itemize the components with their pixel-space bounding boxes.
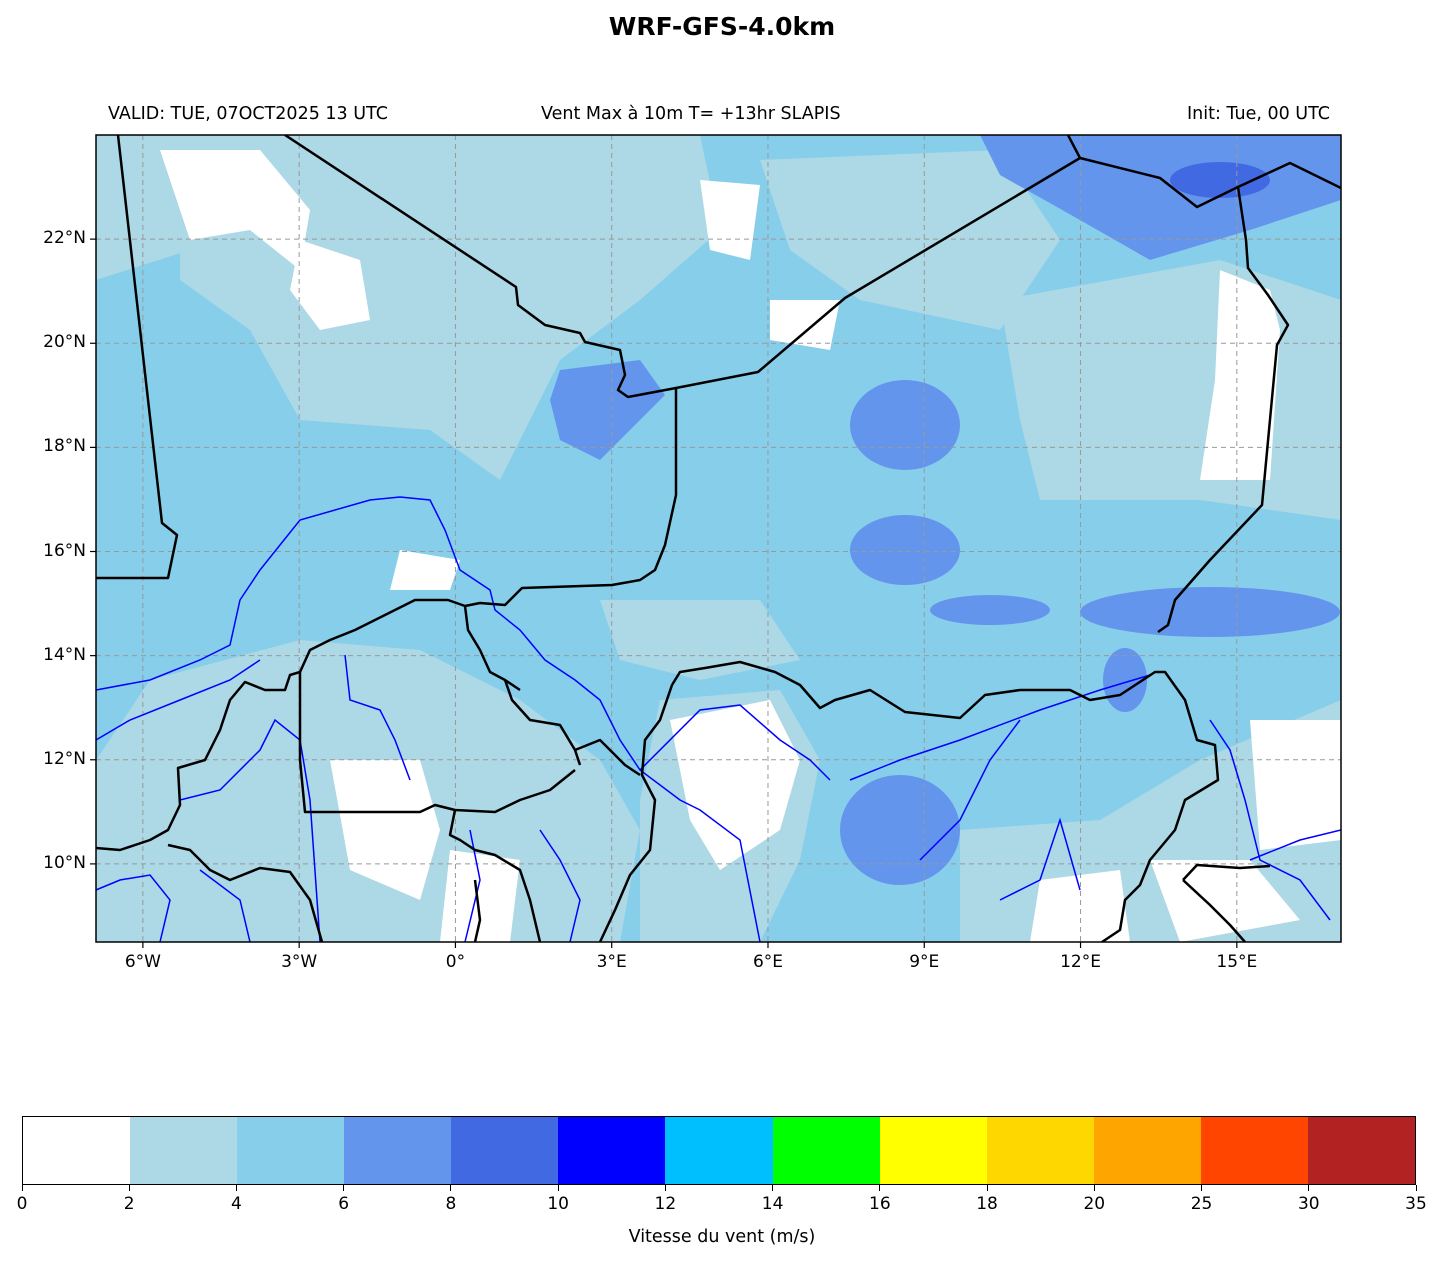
colorbar-tick-mark [21, 1185, 23, 1191]
colorbar-tick-label: 12 [654, 1194, 677, 1214]
valid-time-label: VALID: TUE, 07OCT2025 13 UTC [108, 104, 388, 124]
colorbar-tick-mark [450, 1185, 452, 1191]
colorbar-segment [772, 1117, 880, 1184]
colorbar-tick-mark [128, 1185, 130, 1191]
colorbar-segment [23, 1117, 131, 1184]
colorbar-segment [665, 1117, 773, 1184]
colorbar-tick-label: 14 [761, 1194, 784, 1214]
colorbar-segment [558, 1117, 666, 1184]
colorbar-label: Vitesse du vent (m/s) [628, 1227, 816, 1247]
colorbar-segment [1307, 1117, 1416, 1184]
colorbar-tick-label: 6 [338, 1194, 350, 1214]
lon-tick-label: 6°E [752, 952, 784, 972]
colorbar-tick-label: 30 [1297, 1194, 1320, 1214]
colorbar-tick-mark [772, 1185, 774, 1191]
colorbar-tick-label: 35 [1405, 1194, 1427, 1214]
init-time-label: Init: Tue, 00 UTC [1187, 104, 1330, 124]
colorbar-tick-mark [343, 1185, 345, 1191]
lat-tick-label: 22°N [43, 228, 86, 249]
colorbar-segment [237, 1117, 345, 1184]
lon-tick-label: 0° [445, 952, 466, 972]
wind-field [96, 135, 1341, 942]
colorbar-tick-mark [1093, 1185, 1095, 1191]
colorbar-segment [1200, 1117, 1308, 1184]
lon-tick-label: 9°E [909, 952, 940, 972]
colorbar-segment [344, 1117, 452, 1184]
colorbar-tick-mark [235, 1185, 237, 1191]
figure-title: WRF-GFS-4.0km [608, 12, 836, 41]
colorbar-tick-mark [1201, 1185, 1203, 1191]
country-borders [96, 135, 1341, 942]
lon-tick-label: 3°W [281, 952, 318, 972]
colorbar-tick-mark [557, 1185, 559, 1191]
lon-tick-label: 3°E [596, 952, 627, 972]
lon-tick-label: 12°E [1060, 952, 1101, 972]
colorbar-tick-label: 4 [231, 1194, 242, 1214]
wind-map [90, 134, 1342, 948]
map-frame [95, 134, 1342, 943]
colorbar-segment [879, 1117, 987, 1184]
colorbar-segment [451, 1117, 559, 1184]
colorbar [22, 1116, 1416, 1185]
gridlines [96, 135, 1341, 942]
lon-tick-label: 6°W [124, 952, 161, 972]
colorbar-tick-mark [1415, 1185, 1417, 1191]
colorbar-tick-label: 2 [123, 1194, 135, 1214]
lat-tick-label: 18°N [43, 436, 86, 457]
colorbar-tick-label: 8 [445, 1194, 457, 1214]
variable-label: Vent Max à 10m T= +13hr SLAPIS [541, 104, 841, 124]
colorbar-tick-mark [664, 1185, 666, 1191]
colorbar-tick-label: 18 [976, 1194, 998, 1214]
lon-tick-label: 15°E [1216, 952, 1258, 972]
colorbar-tick-mark [1308, 1185, 1310, 1191]
lat-tick-label: 14°N [43, 644, 86, 665]
lat-tick-label: 10°N [43, 852, 86, 873]
colorbar-tick-label: 0 [16, 1194, 28, 1214]
colorbar-tick-mark [986, 1185, 988, 1191]
rivers [96, 496, 1341, 942]
colorbar-segment [1093, 1117, 1201, 1184]
lat-tick-label: 16°N [43, 540, 86, 561]
colorbar-tick-label: 20 [1083, 1194, 1106, 1214]
colorbar-tick-label: 25 [1190, 1194, 1213, 1214]
lat-tick-label: 20°N [43, 332, 86, 353]
colorbar-segment [986, 1117, 1094, 1184]
colorbar-tick-label: 16 [869, 1194, 891, 1214]
lat-tick-label: 12°N [43, 748, 86, 769]
colorbar-tick-label: 10 [547, 1194, 569, 1214]
colorbar-segment [130, 1117, 238, 1184]
colorbar-tick-mark [879, 1185, 881, 1191]
